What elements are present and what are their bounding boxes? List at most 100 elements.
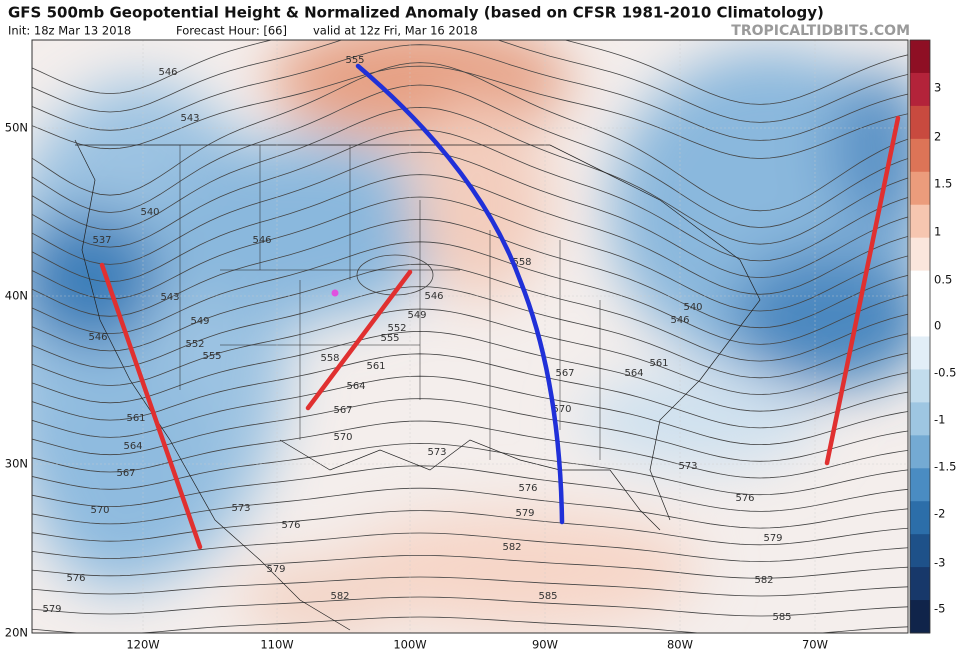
latitude-label: 40N <box>5 289 28 303</box>
contour <box>32 106 908 245</box>
colorbar-label: 1.5 <box>934 177 952 191</box>
contour <box>32 65 908 159</box>
coastline <box>74 139 351 631</box>
contour-label: 558 <box>512 257 531 268</box>
contour-labels: 5555465435405375435495525555465615645675… <box>42 55 791 623</box>
contour <box>32 398 908 462</box>
colorbar-segment <box>910 237 930 272</box>
longitude-label: 120W <box>126 638 159 652</box>
contour-label: 582 <box>330 591 349 602</box>
map-area: 5555465435405375435495525555465615645675… <box>32 40 908 633</box>
contour-label: 567 <box>116 468 135 479</box>
colorbar-segment <box>910 501 930 535</box>
contour-label: 576 <box>281 520 300 531</box>
contour <box>32 616 908 633</box>
contour-label: 573 <box>427 447 446 458</box>
colorbar-segment <box>910 138 930 173</box>
longitude-label: 70W <box>802 638 828 652</box>
contour-label: 576 <box>518 483 537 494</box>
contour <box>32 353 908 429</box>
contour-label: 555 <box>202 351 221 362</box>
contour-label: 582 <box>754 575 773 586</box>
colorbar-label: 3 <box>934 81 941 95</box>
colorbar-segment <box>910 72 930 107</box>
trough-axis <box>99 262 203 550</box>
colorbar-label: -5 <box>934 602 945 616</box>
annotations <box>99 63 901 550</box>
watermark: TROPICALTIDBITS.COM <box>731 23 910 39</box>
contour-label: 573 <box>678 461 697 472</box>
state-lines <box>179 145 601 460</box>
contour-label: 564 <box>624 368 643 379</box>
contour-label: 543 <box>160 292 179 303</box>
contour <box>32 44 908 141</box>
colorbar-segment <box>910 105 930 140</box>
contour-label: 552 <box>185 339 204 350</box>
graticule <box>32 40 908 633</box>
colorbar-label: -1 <box>934 413 945 427</box>
contour-label: 585 <box>538 591 557 602</box>
contour <box>32 465 908 512</box>
contour <box>32 375 908 446</box>
colorbar-segment <box>910 369 930 403</box>
contour <box>32 218 908 329</box>
contour <box>32 286 908 379</box>
contour-label: 552 <box>387 323 406 334</box>
contour-label: 555 <box>345 55 364 66</box>
colorbar-label: -1.5 <box>934 460 956 474</box>
colorbar-segment <box>910 402 930 436</box>
colorbar-segment <box>910 567 930 601</box>
longitude-label: 90W <box>532 638 558 652</box>
border <box>75 144 761 521</box>
colorbar-segment <box>910 270 930 305</box>
longitude-label: 110W <box>260 638 293 652</box>
contour <box>32 151 908 279</box>
contour-label: 540 <box>140 207 159 218</box>
colorbar-segment <box>910 534 930 568</box>
colorbar-label: -2 <box>934 507 945 521</box>
contour-label: 567 <box>333 405 352 416</box>
contour-label: 546 <box>158 67 177 78</box>
colorbar-segment <box>910 600 930 634</box>
contour-label: 579 <box>42 604 61 615</box>
contour <box>32 554 908 579</box>
contour-label: 549 <box>407 310 426 321</box>
colorbar-label: 1 <box>934 225 941 239</box>
contour <box>32 442 908 496</box>
colorbar-segment <box>910 336 930 370</box>
contour-label: 546 <box>88 332 107 343</box>
colorbar-label: 0.5 <box>934 273 952 287</box>
colorbar-label: -3 <box>934 556 945 570</box>
contour-label: 579 <box>763 533 782 544</box>
contour-label: 546 <box>424 291 443 302</box>
contour-label: 549 <box>190 316 209 327</box>
contour <box>32 330 908 412</box>
contour-label: 573 <box>231 503 250 514</box>
init-time: Init: 18z Mar 13 2018 <box>8 24 131 38</box>
map-frame <box>31 39 909 634</box>
gulf-coast <box>279 439 661 531</box>
anomaly-field <box>32 40 908 633</box>
marker <box>331 289 339 297</box>
colorbar-segment <box>910 204 930 239</box>
contour-label: 555 <box>380 333 399 344</box>
colorbar-segment <box>910 468 930 502</box>
contour-label: 585 <box>772 612 791 623</box>
contour <box>32 196 908 312</box>
contour-label: 558 <box>320 353 339 364</box>
colorbar-label: -0.5 <box>934 366 956 380</box>
longitude-label: 100W <box>393 638 426 652</box>
contour-label: 561 <box>649 358 668 369</box>
contour-label: 576 <box>735 493 754 504</box>
contour-label: 561 <box>366 361 385 372</box>
contour-label: 564 <box>346 381 365 392</box>
contour-label: 540 <box>683 302 702 313</box>
height-contours <box>32 40 908 633</box>
contour-label: 564 <box>123 441 142 452</box>
contour <box>32 263 908 362</box>
contour <box>32 40 908 123</box>
contour <box>32 576 908 597</box>
contour-label: 561 <box>126 413 145 424</box>
colorbar-segment <box>910 303 930 337</box>
